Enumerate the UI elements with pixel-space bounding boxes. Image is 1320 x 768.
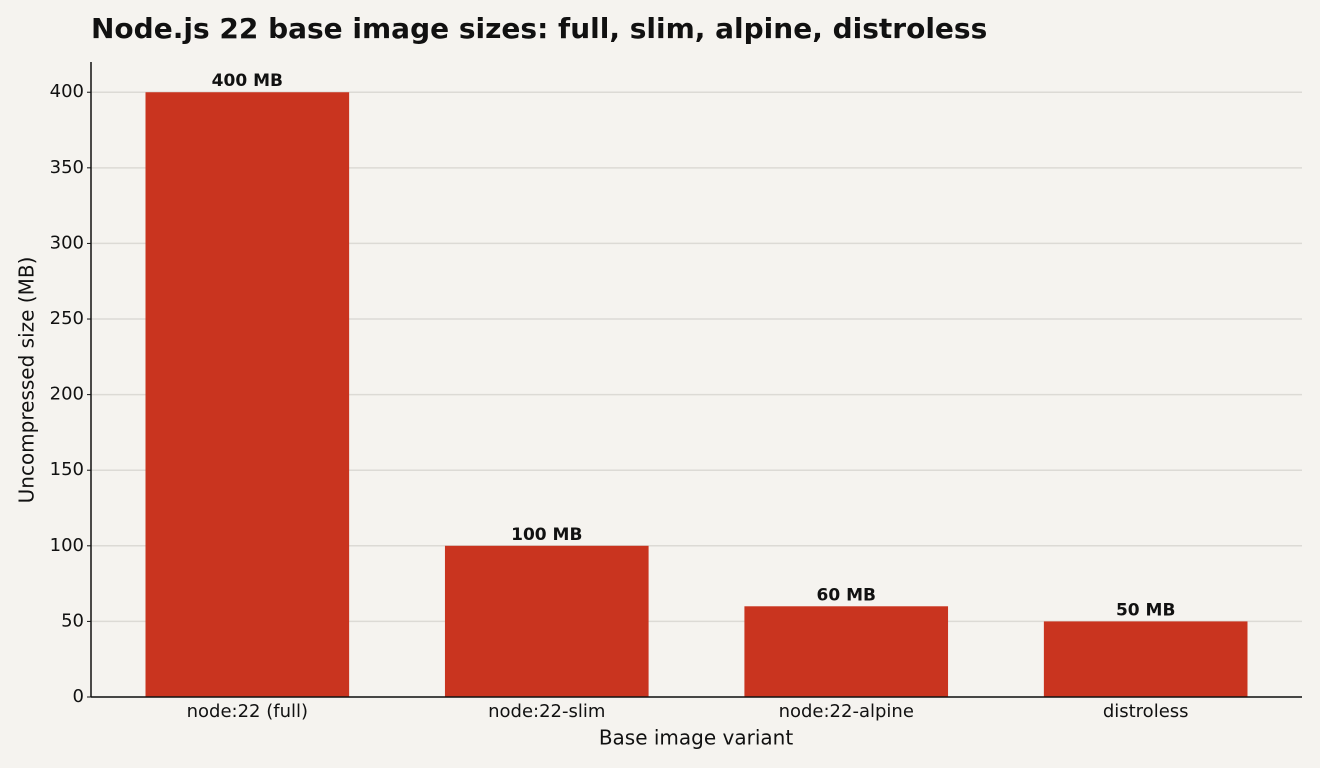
y-tick-label: 250 <box>50 308 84 329</box>
y-tick-label: 400 <box>50 81 84 102</box>
y-tick-label: 350 <box>50 157 84 178</box>
x-tick-label: node:22-alpine <box>779 701 914 722</box>
y-axis-label: Uncompressed size (MB) <box>15 257 39 504</box>
y-tick-label: 300 <box>50 232 84 253</box>
x-axis-label: Base image variant <box>599 726 794 750</box>
y-tick-label: 100 <box>50 535 84 556</box>
bar <box>444 545 649 697</box>
value-label: 50 MB <box>1116 600 1175 620</box>
bar <box>145 92 350 697</box>
y-tick-label: 150 <box>50 459 84 480</box>
x-tick-label: distroless <box>1103 701 1189 722</box>
bar <box>1043 621 1248 697</box>
y-tick-label: 50 <box>61 610 84 631</box>
value-label: 400 MB <box>212 71 283 91</box>
value-label: 100 MB <box>511 525 582 545</box>
x-tick-label: node:22-slim <box>488 701 605 722</box>
y-tick-label: 0 <box>73 686 84 707</box>
chart-title: Node.js 22 base image sizes: full, slim,… <box>91 12 987 45</box>
bar <box>744 606 949 697</box>
value-label: 60 MB <box>817 585 876 605</box>
x-tick-label: node:22 (full) <box>187 701 308 722</box>
y-tick-label: 200 <box>50 384 84 405</box>
